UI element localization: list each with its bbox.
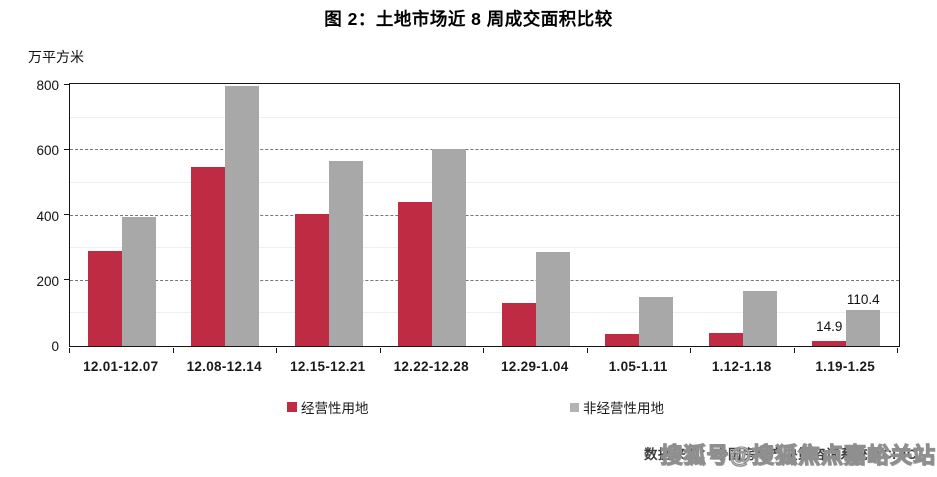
legend-item-operational: 经营性用地 — [287, 397, 369, 417]
gridline-minor — [70, 247, 899, 249]
bar-value-label: 14.9 — [816, 319, 843, 335]
data-source-note: 数据来源：中国房地产决策咨询系统（CRIC） — [644, 447, 931, 462]
x-axis-tick-mark — [69, 347, 71, 353]
y-axis-tick-mark — [63, 279, 69, 281]
bar-non-operational — [535, 251, 570, 346]
bar-operational — [812, 341, 847, 346]
x-axis-tick-mark — [690, 347, 692, 353]
bar-operational — [87, 251, 122, 346]
bar-non-operational — [225, 86, 260, 346]
x-axis-category-label: 12.22-12.28 — [393, 359, 469, 374]
y-axis-unit-label: 万平方米 — [28, 49, 84, 65]
legend-swatch-non-operational — [570, 402, 579, 412]
bar-operational — [605, 333, 640, 346]
gridline-major — [70, 149, 899, 151]
bar-operational — [191, 167, 226, 346]
x-axis-category-label: 12.15-12.21 — [290, 359, 366, 374]
gridline-minor — [70, 181, 899, 183]
legend-swatch-operational — [287, 402, 297, 412]
legend-label-non-operational: 非经营性用地 — [583, 401, 664, 416]
y-axis-tick-label: 400 — [36, 208, 59, 224]
x-axis-category-label: 1.19-1.25 — [815, 359, 876, 374]
x-axis-category-label: 1.05-1.11 — [608, 359, 668, 374]
bar-non-operational — [846, 309, 881, 346]
bar-non-operational — [432, 148, 467, 346]
x-axis-tick-mark — [586, 347, 588, 353]
x-axis-tick-mark — [276, 347, 278, 353]
y-axis-tick-label: 600 — [36, 143, 59, 159]
x-axis-category-label: 1.12-1.18 — [711, 359, 772, 374]
gridline-minor — [70, 116, 899, 118]
y-axis-tick-mark — [63, 83, 69, 85]
y-axis-tick-mark — [63, 214, 69, 215]
x-axis-category-label: 12.29-1.04 — [500, 359, 569, 374]
bar-non-operational — [121, 217, 156, 346]
y-axis-tick-label: 0 — [51, 339, 59, 354]
bar-operational — [294, 214, 329, 346]
bar-non-operational — [328, 161, 363, 346]
y-axis-tick-label: 200 — [36, 273, 59, 289]
y-axis-tick-label: 800 — [36, 78, 59, 93]
bar-non-operational — [742, 291, 777, 346]
x-axis-tick-mark — [172, 347, 174, 353]
bar-non-operational — [639, 297, 674, 346]
legend-label-operational: 经营性用地 — [301, 401, 369, 416]
bar-operational — [398, 202, 433, 346]
x-axis-tick-mark — [483, 347, 485, 353]
chart-title: 图 2：土地市场近 8 周成交面积比较 — [324, 9, 613, 29]
legend-item-non-operational: 非经营性用地 — [570, 397, 664, 417]
x-axis-tick-mark — [897, 347, 899, 353]
x-axis-category-label: 12.01-12.07 — [83, 359, 159, 374]
y-axis-tick-mark — [63, 148, 69, 150]
plot-area: 14.9 110.4 — [63, 83, 900, 353]
bar-operational — [501, 303, 536, 346]
x-axis-tick-mark — [793, 347, 795, 353]
bar-value-label: 110.4 — [846, 291, 880, 307]
bar-operational — [708, 332, 743, 346]
gridline-major — [70, 214, 899, 216]
x-axis-tick-mark — [379, 347, 381, 353]
gridline-minor — [70, 312, 899, 314]
x-axis-category-label: 12.08-12.14 — [186, 359, 262, 374]
watermark-text: 搜狐号@搜狐焦点嘉峪关站 — [660, 442, 936, 468]
gridline-major — [70, 279, 899, 281]
